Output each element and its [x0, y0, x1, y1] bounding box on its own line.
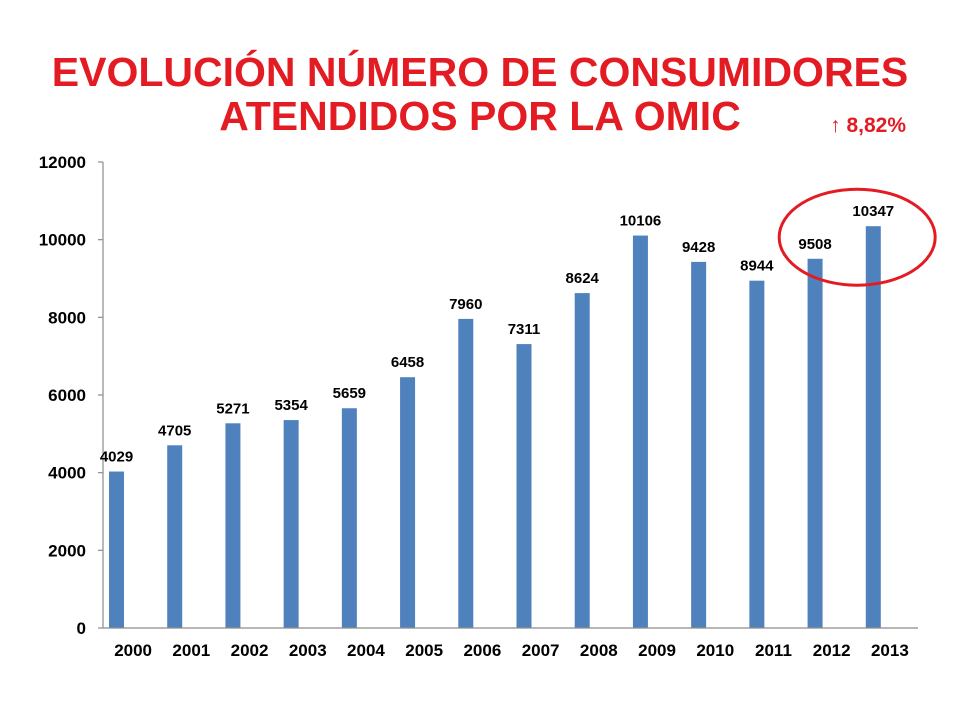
data-label-2011: 8944 — [740, 258, 774, 275]
x-tick-label-2004: 2004 — [347, 641, 385, 660]
x-tick-label-2000: 2000 — [114, 641, 152, 660]
data-label-2012: 9508 — [798, 236, 831, 253]
x-tick-label-2002: 2002 — [231, 641, 269, 660]
chart-title-line-1: EVOLUCIÓN NÚMERO DE CONSUMIDORES — [52, 49, 909, 95]
growth-annotation: ↑ 8,82% — [830, 114, 906, 137]
y-tick-label: 6000 — [48, 386, 86, 405]
bar-2006 — [458, 318, 474, 628]
data-label-2009: 10106 — [620, 213, 662, 230]
x-tick-label-2007: 2007 — [522, 641, 560, 660]
x-tick-label-2005: 2005 — [405, 641, 443, 660]
data-label-2001: 4705 — [158, 422, 191, 439]
y-tick-label: 4000 — [48, 464, 86, 483]
y-tick-label: 10000 — [39, 231, 86, 250]
bar-2004 — [341, 408, 357, 628]
highlight-circle — [777, 187, 937, 287]
bar-2011 — [749, 280, 765, 628]
y-tick-label: 12000 — [39, 153, 86, 172]
data-label-2002: 5271 — [216, 400, 249, 417]
bar-2013 — [865, 226, 881, 628]
y-tick-label: 2000 — [48, 541, 86, 560]
x-tick-label-2003: 2003 — [289, 641, 327, 660]
bar-2000 — [109, 471, 124, 628]
data-label-2007: 7311 — [508, 321, 541, 338]
data-labels-group: 4029 4705 5271 5354 5659 6458 7960 7311 8624 1010… — [100, 203, 894, 465]
data-label-2013: 10347 — [852, 203, 894, 220]
data-label-2008: 8624 — [566, 270, 600, 287]
x-axis: 2000 2001 2002 2003 2004 2005 2006 2007 2008 2009… — [103, 627, 918, 660]
data-label-2006: 7960 — [449, 296, 482, 313]
x-tick-label-2010: 2010 — [696, 641, 734, 660]
chart-title-line-2: ATENDIDOS POR LA OMIC — [219, 93, 741, 139]
bar-2001 — [167, 445, 183, 628]
y-axis: 0 2000 4000 6000 8000 10000 12000 — [39, 153, 104, 638]
x-tick-label-2006: 2006 — [463, 641, 501, 660]
x-tick-label-2013: 2013 — [871, 641, 909, 660]
data-label-2004: 5659 — [333, 385, 366, 402]
bar-2002 — [225, 423, 241, 628]
data-label-2003: 5354 — [274, 397, 308, 414]
bars-group — [109, 226, 881, 628]
y-tick-label: 0 — [77, 619, 86, 638]
x-tick-label-2008: 2008 — [580, 641, 618, 660]
x-tick-label-2012: 2012 — [813, 641, 851, 660]
bar-2010 — [691, 261, 707, 628]
x-tick-label-2009: 2009 — [638, 641, 676, 660]
bar-2007 — [516, 344, 532, 628]
data-label-2010: 9428 — [682, 239, 715, 256]
x-tick-label-2011: 2011 — [755, 641, 792, 660]
data-label-2000: 4029 — [100, 449, 133, 466]
y-tick-label: 8000 — [48, 308, 86, 327]
bar-2009 — [632, 235, 648, 628]
bar-2008 — [574, 293, 590, 628]
bar-2012 — [807, 258, 823, 628]
bar-2005 — [400, 377, 416, 628]
bar-2003 — [283, 420, 299, 628]
x-tick-label-2001: 2001 — [172, 641, 210, 660]
data-label-2005: 6458 — [391, 354, 424, 371]
